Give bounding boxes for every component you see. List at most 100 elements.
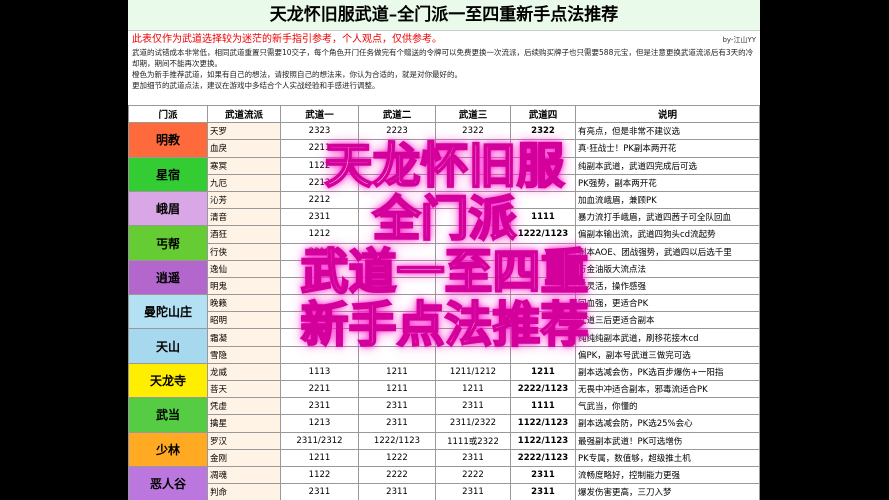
row: 判命 2311 2311 2311 2311 爆发伤害更高，三刀入梦 bbox=[129, 483, 760, 500]
value-cell: 2212 bbox=[280, 190, 359, 210]
faction: 明教 bbox=[128, 122, 208, 158]
description: 偏副本输出流，武道四狗头cd流起势 bbox=[575, 225, 760, 244]
faction: 逍遥 bbox=[128, 259, 208, 296]
description: 纯副本武道，武道四完成后可选 bbox=[575, 156, 760, 175]
value-cell bbox=[435, 242, 511, 261]
value-cell bbox=[435, 190, 511, 210]
row: 明教 天罗 2323 2223 2322 2322 有亮点，但是非常不建议选 bbox=[128, 122, 760, 158]
value-cell: 2223 bbox=[358, 122, 436, 141]
value-cell bbox=[280, 311, 359, 330]
description: PK专属，数值够，超级推土机 bbox=[575, 448, 760, 467]
row: 昭明 武道三后更适合副本 bbox=[129, 311, 760, 330]
row: 丐帮 酒狂 1212 1222/1123 偏副本输出流，武道四狗头cd流起势 bbox=[128, 225, 760, 261]
style-name: 血戾 bbox=[207, 139, 281, 158]
value-cell bbox=[358, 173, 436, 192]
note: 橙色为新手推荐武道，如果有自己的想法，请按照自己的想法来，你认为合适的，就是对你… bbox=[132, 70, 462, 79]
description: 最强副本武道！PK可选增伤 bbox=[575, 431, 760, 450]
row: 金刚 1211 1222 2311 2222/1123 PK专属，数值够，超级推土机 bbox=[129, 448, 760, 467]
description: 副本选减会防，PK选25%会心 bbox=[575, 414, 760, 433]
value-cell bbox=[435, 276, 511, 296]
value-cell: 1122/1123 bbox=[510, 414, 576, 433]
value-cell: 2311 bbox=[280, 483, 359, 500]
value-cell: 2222 bbox=[358, 465, 436, 485]
value-cell bbox=[510, 242, 576, 261]
row: 清音 2311 1111 暴力流打手峨眉，武道四茜子可全队回血 bbox=[129, 208, 760, 227]
row: 曼陀山庄 晚籁 回血强，更适合PK bbox=[128, 294, 760, 330]
value-cell bbox=[358, 276, 436, 296]
style-name: 金刚 bbox=[207, 448, 281, 467]
value-cell: 2211 bbox=[280, 139, 359, 158]
style-name: 判命 bbox=[207, 483, 281, 500]
description: 纯纯纯副本武道，刷移花接木cd bbox=[575, 328, 760, 347]
column-header: 武道一 bbox=[280, 104, 359, 124]
value-cell bbox=[510, 311, 576, 330]
value-cell bbox=[280, 294, 359, 313]
column-header: 武道四 bbox=[510, 104, 576, 124]
value-cell: 2311 bbox=[358, 414, 436, 433]
sheet: 天龙怀旧服武道–全门派一至四重新手点法推荐 此表仅作为武道选择较为迷茫的新手指引… bbox=[128, 0, 760, 500]
row: 菩天 2211 1211 1211 2222/1123 无畏中冲适合副本，邪毒流适合PK bbox=[129, 379, 760, 399]
value-cell bbox=[510, 173, 576, 192]
style-name: 凋魂 bbox=[207, 465, 281, 485]
column-header: 说明 bbox=[575, 104, 760, 124]
warning: 此表仅作为武道选择较为迷茫的新手指引参考，个人观点，仅供参考。 bbox=[132, 34, 442, 45]
value-cell bbox=[435, 139, 511, 158]
value-cell: 1211 bbox=[358, 362, 436, 382]
description: 万金油版大流点法 bbox=[575, 259, 760, 278]
style-name: 九厄 bbox=[207, 173, 281, 192]
value-cell bbox=[280, 328, 359, 347]
value-cell bbox=[510, 156, 576, 175]
description: 副本选减会伤，PK选百步爆伤+一阳指 bbox=[575, 362, 760, 382]
style-name: 行侠 bbox=[207, 242, 281, 261]
value-cell bbox=[358, 328, 436, 347]
style-name: 酒狂 bbox=[207, 225, 281, 244]
value-cell: 1222/1123 bbox=[358, 431, 436, 450]
description: 更灵活，操作感强 bbox=[575, 276, 760, 296]
value-cell bbox=[435, 156, 511, 175]
value-cell: 1222 bbox=[358, 448, 436, 467]
row: 血戾 2211 真·狂战士！PK副本两开花 bbox=[129, 139, 760, 158]
style-name: 明鬼 bbox=[207, 276, 281, 296]
value-cell bbox=[435, 294, 511, 313]
title: 天龙怀旧服武道–全门派一至四重新手点法推荐 bbox=[128, 0, 760, 31]
value-cell: 1211 bbox=[280, 448, 359, 467]
value-cell bbox=[510, 139, 576, 158]
row: 恶人谷 凋魂 1122 2222 2222 2311 流畅度略好，控制能力更强 bbox=[128, 465, 760, 500]
value-cell: 2311/2322 bbox=[435, 414, 511, 433]
style-name: 昭明 bbox=[207, 311, 281, 330]
description: 暴力流打手峨眉，武道四茜子可全队回血 bbox=[575, 208, 760, 227]
value-cell bbox=[358, 190, 436, 210]
value-cell: 2311 bbox=[510, 465, 576, 485]
value-cell: 2222/1123 bbox=[510, 448, 576, 467]
row: 明鬼 更灵活，操作感强 bbox=[129, 276, 760, 296]
value-cell bbox=[510, 345, 576, 364]
value-cell bbox=[280, 259, 359, 278]
description: PK强势，副本两开花 bbox=[575, 173, 760, 192]
column-header: 武道二 bbox=[358, 104, 436, 124]
warning-row: 此表仅作为武道选择较为迷茫的新手指引参考，个人观点，仅供参考。 by-江山YY bbox=[132, 33, 756, 47]
value-cell: 1111或2322 bbox=[435, 431, 511, 450]
value-cell bbox=[358, 225, 436, 244]
value-cell: 2311 bbox=[358, 397, 436, 416]
faction: 武当 bbox=[128, 397, 208, 433]
style-name: 清音 bbox=[207, 208, 281, 227]
row: 天龙寺 龙威 1113 1211 1211/1212 1211 副本选减会伤，PK选百步爆伤… bbox=[128, 362, 760, 399]
value-cell bbox=[358, 294, 436, 313]
value-cell: 2211 bbox=[280, 242, 359, 261]
row: 少林 罗汉 2311/2312 1222/1123 1111或2322 1122/1123… bbox=[128, 431, 760, 467]
value-cell: 1211 bbox=[435, 379, 511, 399]
value-cell: 1222/1123 bbox=[510, 225, 576, 244]
value-cell: 2222 bbox=[435, 465, 511, 485]
value-cell bbox=[358, 156, 436, 175]
value-cell: 1113 bbox=[280, 362, 359, 382]
value-cell bbox=[510, 294, 576, 313]
value-cell bbox=[358, 311, 436, 330]
value-cell: 1211 bbox=[358, 379, 436, 399]
value-cell bbox=[435, 259, 511, 278]
description: 偏PK，副本号武道三做完可选 bbox=[575, 345, 760, 364]
row: 雪隐 偏PK，副本号武道三做完可选 bbox=[129, 345, 760, 364]
value-cell: 2222/1123 bbox=[510, 379, 576, 399]
style-name: 天罗 bbox=[207, 122, 281, 141]
style-name: 罗汉 bbox=[207, 431, 281, 450]
value-cell: 2311 bbox=[280, 208, 359, 227]
